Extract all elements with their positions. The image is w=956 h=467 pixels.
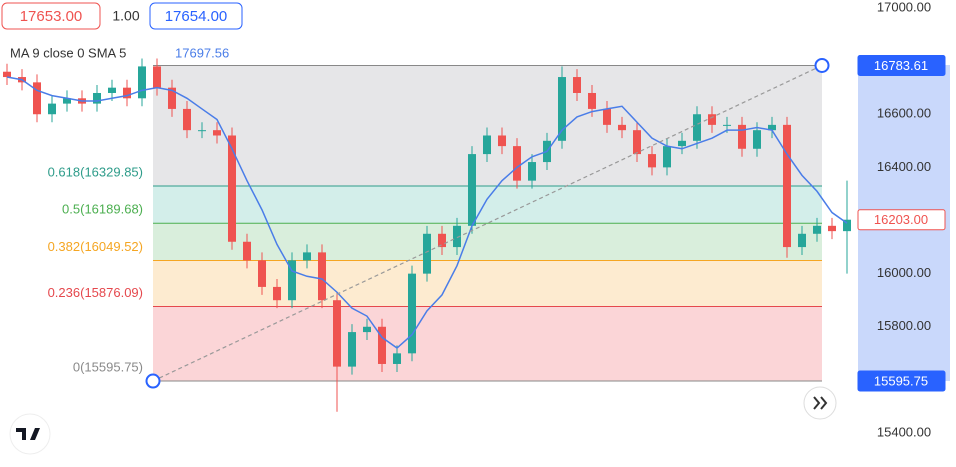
candle-body	[708, 114, 716, 125]
candle-body	[303, 252, 311, 261]
fib-label: 0(15595.75)	[73, 359, 143, 374]
candle-body	[348, 332, 356, 367]
candle-body	[93, 92, 101, 104]
y-tick-label: 17000.00	[877, 0, 931, 14]
candle-body	[483, 135, 491, 155]
fib-band	[153, 306, 822, 382]
fib-label: 0.236(15876.09)	[48, 285, 143, 300]
candle-body	[33, 82, 41, 115]
candle-body	[798, 233, 806, 248]
fib-band	[153, 260, 822, 307]
candle-body	[528, 162, 536, 181]
candle-body	[768, 124, 776, 131]
candle-body	[588, 92, 596, 109]
candle-body	[378, 326, 386, 364]
candle-body	[213, 130, 221, 136]
sell-box[interactable]	[1, 2, 101, 30]
candle-body	[333, 300, 341, 367]
handle[interactable]	[145, 373, 161, 389]
candle-body	[513, 146, 521, 181]
logo-bg	[9, 413, 51, 455]
candle-body	[603, 108, 611, 125]
candle-body	[48, 103, 56, 115]
fib-band	[153, 223, 822, 261]
fib-label: 0.382(16049.52)	[48, 239, 143, 254]
handle[interactable]	[814, 57, 830, 73]
candle-body	[693, 114, 701, 141]
y-tick-label: 15400.00	[877, 424, 931, 439]
candle-body	[438, 233, 446, 248]
candle-body	[633, 130, 641, 155]
price-badge-label: 16203.00	[874, 212, 928, 227]
candle-body	[738, 124, 746, 149]
spread: 1.00	[112, 8, 139, 24]
logo	[16, 428, 40, 440]
y-tick-label: 15800.00	[877, 318, 931, 333]
sell-price: 17653.00	[20, 8, 83, 25]
candle-body	[3, 71, 11, 78]
candle-body	[558, 77, 566, 141]
candle-body	[123, 87, 131, 99]
candle-body	[258, 260, 266, 287]
y-tick-label: 16600.00	[877, 106, 931, 121]
candle-body	[468, 154, 476, 226]
candle-body	[138, 66, 146, 99]
candle-body	[363, 326, 371, 333]
indicator-value: 17697.56	[175, 45, 229, 60]
candle-body	[723, 124, 731, 126]
price-badge	[857, 370, 946, 392]
candle-body	[843, 219, 851, 232]
y-tick-label: 16000.00	[877, 265, 931, 280]
y-tick-label: 16400.00	[877, 159, 931, 174]
candle-body	[813, 225, 821, 234]
candle-body	[663, 146, 671, 168]
price-badge	[857, 209, 946, 231]
fib-label: 0.618(16329.85)	[48, 164, 143, 179]
candle-body	[63, 98, 71, 104]
candle-body	[288, 260, 296, 301]
candle-body	[273, 286, 281, 301]
price-badge-label: 15595.75	[874, 373, 928, 388]
indicator-name: MA 9 close 0 SMA 5	[10, 45, 126, 60]
candle-body	[618, 124, 626, 131]
candle-body	[648, 154, 656, 168]
candle-body	[318, 252, 326, 301]
candle-body	[168, 87, 176, 109]
candle-body	[183, 108, 191, 131]
fib-label: 0.5(16189.68)	[62, 202, 143, 217]
candle-body	[108, 87, 116, 93]
candle-body	[228, 135, 236, 242]
candle-body	[753, 130, 761, 149]
candle-body	[243, 241, 251, 261]
candle-body	[828, 225, 836, 232]
candle-body	[498, 135, 506, 147]
candle-body	[393, 353, 401, 364]
candle-body	[678, 140, 686, 147]
candle-body	[783, 124, 791, 248]
ma-line	[6, 76, 848, 349]
candle-body	[453, 225, 461, 248]
candle-body	[153, 66, 161, 88]
candle-body	[573, 77, 581, 93]
fib-band	[153, 65, 822, 187]
price-badge	[857, 54, 946, 76]
trend-line	[152, 64, 823, 382]
scroll-icon	[813, 396, 828, 410]
candle-body	[423, 233, 431, 274]
buy-box[interactable]	[149, 2, 243, 30]
buy-price: 17654.00	[165, 8, 228, 25]
candle-body	[408, 273, 416, 354]
candle-body	[198, 130, 206, 132]
price-badge-label: 16783.61	[874, 58, 928, 73]
